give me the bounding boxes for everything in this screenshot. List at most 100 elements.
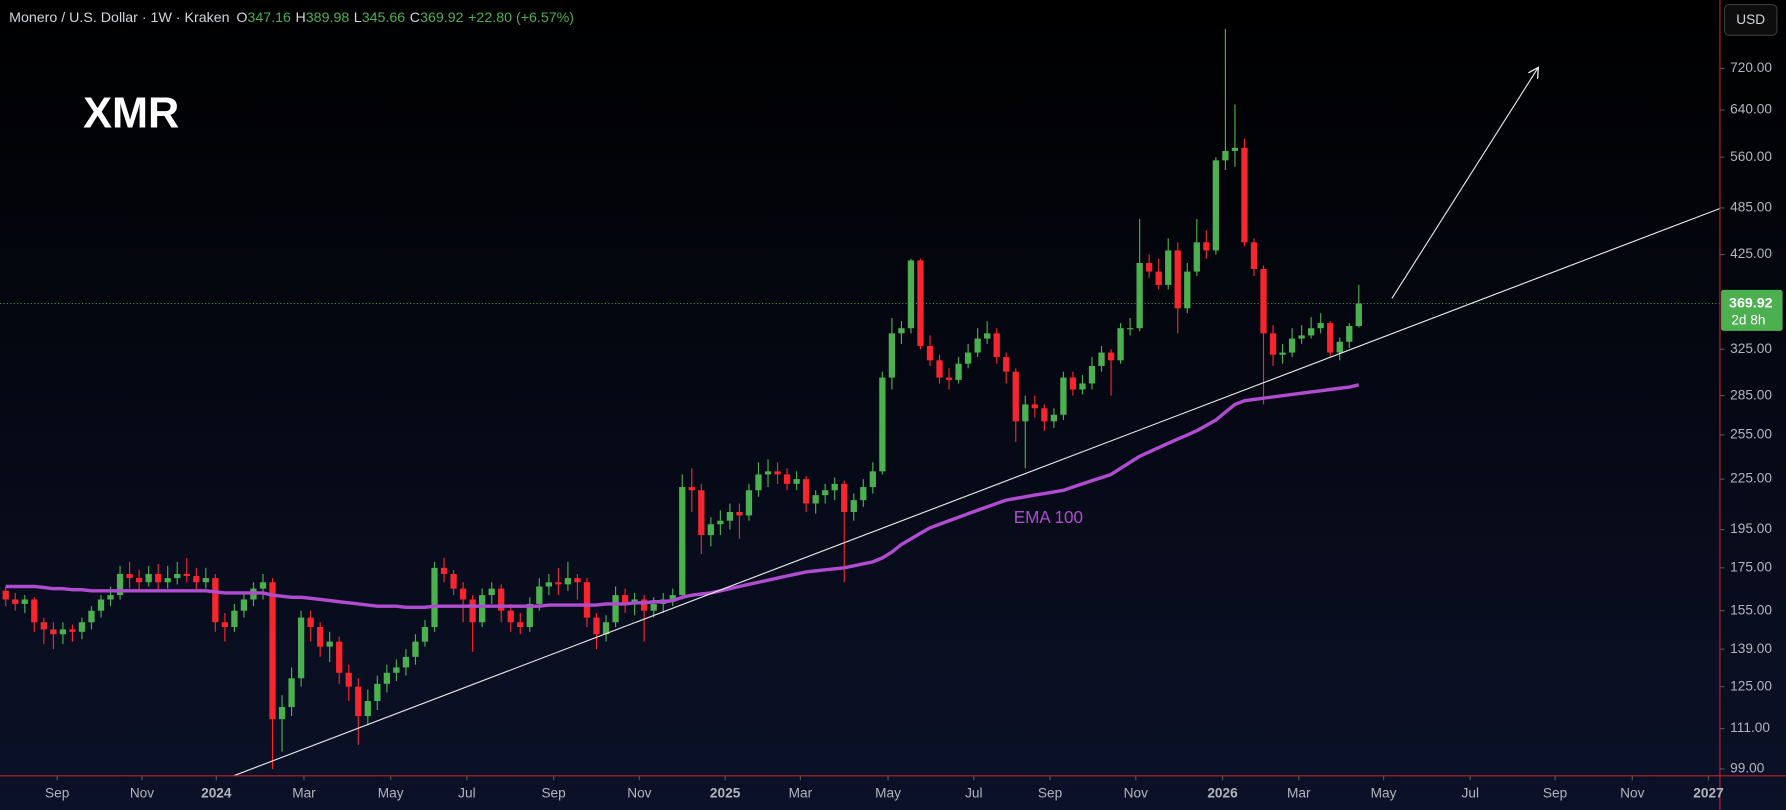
candle-body: [717, 520, 724, 525]
candle-body: [583, 582, 591, 618]
symbol-name: Monero / U.S. Dollar · 1W · Kraken: [9, 10, 229, 26]
y-tick-label: 485.00: [1730, 200, 1772, 215]
candle-body: [317, 627, 324, 647]
candle-body: [898, 328, 905, 334]
candle-body: [269, 582, 276, 720]
candle-body: [1346, 325, 1353, 342]
candle-body: [1317, 323, 1324, 329]
candle-body: [1279, 352, 1286, 355]
candle-body: [355, 686, 362, 717]
candle-body: [21, 599, 28, 604]
candle-body: [1269, 333, 1277, 355]
candle-body: [221, 622, 229, 628]
candle-body: [364, 701, 371, 717]
ema-label: EMA 100: [1014, 508, 1083, 527]
x-tick-label: Sep: [1038, 786, 1063, 801]
candle-body: [917, 260, 924, 347]
candle-body: [212, 578, 219, 623]
x-tick-label: Mar: [789, 786, 813, 801]
candle-body: [431, 567, 438, 628]
candle-body: [650, 603, 657, 611]
candle-body: [393, 667, 400, 673]
candle-body: [1155, 271, 1162, 285]
candle-body: [736, 511, 743, 516]
y-tick-label: 175.00: [1730, 559, 1772, 574]
candle-body: [888, 333, 896, 378]
y-tick-label: 155.00: [1730, 602, 1772, 617]
candle-body: [1327, 323, 1334, 353]
chart-title: XMR: [83, 90, 179, 138]
candle-body: [402, 656, 410, 668]
y-tick-label: 225.00: [1730, 471, 1772, 486]
candle-body: [1336, 341, 1343, 353]
candle-body: [822, 490, 829, 496]
candle-body: [774, 471, 781, 475]
ohlc-key: L: [354, 10, 362, 26]
candle-body: [1098, 352, 1105, 366]
candle-body: [1088, 365, 1096, 384]
y-tick-label: 111.00: [1730, 720, 1770, 735]
x-tick-label: May: [378, 786, 404, 801]
y-tick-label: 139.00: [1730, 641, 1772, 656]
currency-label[interactable]: USD: [1736, 12, 1765, 27]
candle-body: [1041, 408, 1048, 422]
candle-body: [1136, 262, 1143, 329]
candle-body: [193, 576, 200, 583]
candle-body: [698, 490, 705, 536]
candle-body: [164, 578, 171, 583]
candle-body: [1193, 242, 1200, 272]
candle-body: [278, 706, 286, 720]
ohlc-value: 347.16: [247, 10, 291, 26]
candle-body: [679, 487, 686, 596]
candle-body: [50, 629, 57, 635]
candle-body: [69, 629, 76, 632]
candle-body: [2, 590, 9, 600]
candle-body: [78, 622, 86, 632]
trend-line: [233, 207, 1721, 777]
candle-body: [183, 573, 190, 577]
currency-button[interactable]: [1723, 3, 1778, 36]
x-tick-label: Mar: [1287, 786, 1311, 801]
x-tick-label: Sep: [541, 786, 566, 801]
y-tick-label: 560.00: [1730, 149, 1772, 164]
candle-body: [936, 360, 943, 378]
candle-body: [1031, 404, 1038, 409]
symbol-header: Monero / U.S. Dollar · 1W · Kraken O347.1…: [9, 10, 574, 26]
candle-body: [488, 588, 495, 596]
candle-body: [88, 610, 95, 623]
candle-body: [1126, 328, 1134, 330]
candle-body: [297, 617, 305, 679]
x-tick-label: 2024: [201, 786, 232, 801]
candle-body: [155, 573, 162, 583]
candle-body: [860, 487, 867, 501]
x-tick-label: Nov: [1620, 786, 1644, 801]
candle-body: [755, 474, 762, 491]
candle-body: [745, 490, 753, 516]
candle-body: [907, 260, 915, 329]
candle-body: [536, 586, 543, 604]
candle-body: [135, 578, 143, 583]
candle-body: [926, 346, 934, 361]
candle-body: [707, 524, 714, 536]
candle-body: [1107, 352, 1115, 361]
candle-body: [1241, 147, 1248, 243]
x-tick-label: 2027: [1693, 786, 1723, 801]
ohlc-key: O: [236, 10, 247, 26]
candle-body: [879, 377, 886, 472]
candle-body: [831, 483, 838, 491]
candle-body: [1212, 160, 1220, 251]
x-tick-label: Jul: [1462, 786, 1479, 801]
candle-body: [307, 617, 314, 628]
candle-body: [812, 495, 819, 504]
candle-body: [1060, 377, 1067, 415]
candle-body: [1288, 338, 1296, 353]
candle-body: [574, 578, 581, 583]
x-tick-label: May: [875, 786, 901, 801]
candle-body: [602, 622, 610, 635]
candle-body: [450, 573, 457, 589]
candle-body: [40, 622, 47, 630]
y-tick-label: 255.00: [1730, 427, 1772, 442]
